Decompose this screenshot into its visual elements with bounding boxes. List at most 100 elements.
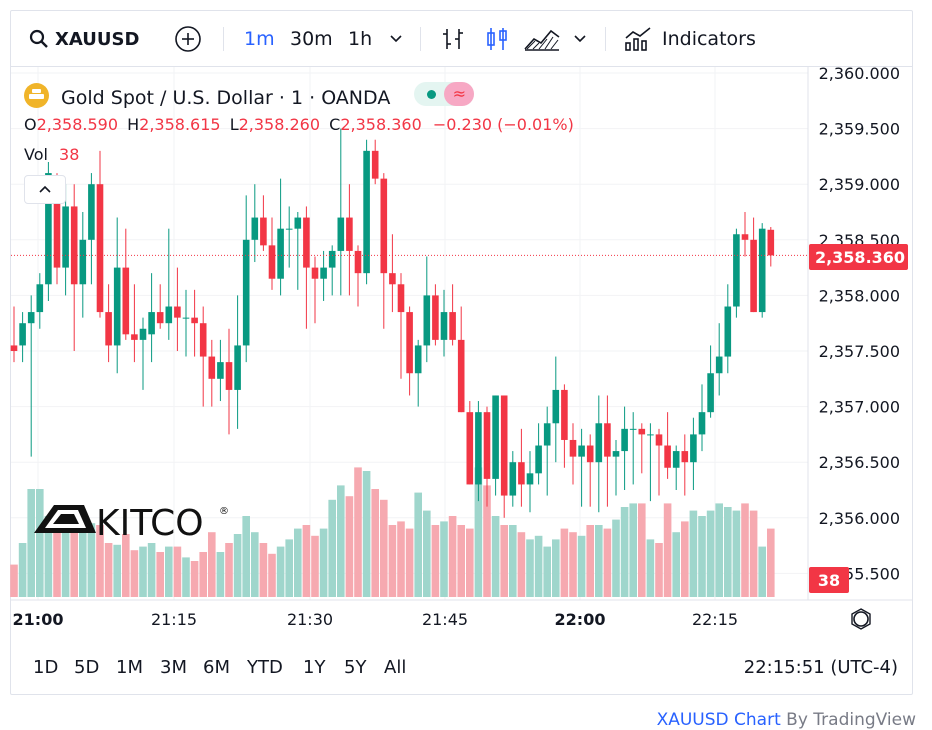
candle-body	[174, 306, 181, 318]
volume-bar	[380, 499, 388, 597]
candle	[10, 306, 18, 363]
style-dropdown-button[interactable]	[573, 11, 587, 67]
volume-bar	[139, 546, 147, 597]
volume-bar	[689, 510, 698, 597]
clock-timezone[interactable]: 22:15:51 (UTC-4)	[743, 657, 898, 678]
plus-circle-icon	[175, 26, 201, 52]
candle	[414, 339, 422, 407]
bar-style-button[interactable]	[439, 11, 467, 67]
candle-body	[466, 412, 474, 485]
range-all[interactable]: All	[384, 657, 407, 678]
candle-body	[733, 234, 740, 307]
candle-body	[750, 239, 757, 313]
candle-body	[500, 395, 508, 496]
chevron-up-icon	[39, 185, 51, 193]
candle	[535, 423, 542, 485]
candle	[526, 451, 534, 513]
volume-bar	[27, 489, 35, 597]
candle	[139, 317, 147, 390]
candle-body	[225, 362, 233, 390]
volume-bar	[466, 528, 474, 597]
candle	[303, 206, 310, 329]
volume-row: Vol 38	[24, 145, 80, 164]
symbol-chart-link[interactable]: XAUUSD Chart	[656, 710, 781, 730]
area-style-button[interactable]	[523, 11, 561, 67]
volume-bar	[517, 532, 526, 597]
volume-bar	[397, 521, 405, 597]
candle-body	[440, 312, 448, 340]
candle	[552, 356, 560, 463]
range-5d[interactable]: 5D	[74, 657, 100, 678]
range-1m[interactable]: 1M	[116, 657, 143, 678]
settings-icon[interactable]	[851, 608, 871, 630]
volume-bar	[147, 543, 156, 597]
volume-bar	[526, 539, 534, 597]
indicators-button[interactable]: Indicators	[623, 11, 756, 67]
interval-1m[interactable]: 1m	[244, 28, 275, 50]
candle-body	[88, 184, 95, 240]
interval-30m[interactable]: 30m	[290, 28, 333, 50]
range-3m[interactable]: 3M	[160, 657, 187, 678]
volume-bar	[741, 503, 749, 597]
interval-dropdown-button[interactable]	[389, 11, 403, 67]
volume-bar	[96, 525, 104, 597]
time-tick-label: 21:15	[151, 610, 197, 629]
candle	[328, 245, 336, 296]
candle-body	[698, 412, 706, 435]
interval-1h[interactable]: 1h	[348, 28, 373, 50]
range-ytd[interactable]: YTD	[247, 657, 283, 678]
range-5y[interactable]: 5Y	[344, 657, 367, 678]
volume-bar	[268, 553, 276, 597]
price-tick-label: 2,360.000	[819, 64, 900, 83]
candle-body	[79, 239, 87, 285]
last-price-tag	[809, 244, 908, 270]
candle-body	[311, 267, 319, 279]
range-bar: 1D 5D 1M 3M 6M YTD 1Y 5Y All 22:15:51 (U…	[11, 645, 912, 689]
candle	[371, 139, 379, 185]
volume-bar	[706, 510, 715, 597]
range-1d[interactable]: 1D	[33, 657, 59, 678]
candle	[294, 212, 302, 290]
candle	[432, 284, 439, 346]
candle	[96, 150, 104, 318]
price-tick-label: 2,357.500	[819, 342, 900, 361]
tradingview-link[interactable]: By TradingView	[786, 710, 916, 730]
volume-bar	[18, 543, 27, 597]
volume-bar	[294, 528, 302, 597]
candle-body	[337, 217, 345, 251]
gold-icon	[24, 83, 49, 108]
symbol-label: XAUUSD	[55, 28, 140, 50]
volume-bar	[328, 499, 336, 597]
last-volume-tag	[809, 567, 849, 593]
candle	[36, 273, 44, 329]
volume-bar	[560, 528, 569, 597]
volume-bar	[130, 550, 139, 597]
volume-bar	[225, 543, 233, 597]
volume-bar	[423, 510, 431, 597]
candle-body	[397, 284, 405, 313]
volume-bar	[448, 516, 457, 597]
volume-bar	[491, 516, 500, 597]
symbol-search[interactable]: XAUUSD	[29, 11, 139, 67]
volume-bar	[10, 564, 18, 597]
volume-bar	[672, 532, 680, 597]
range-1y[interactable]: 1Y	[303, 657, 326, 678]
range-6m[interactable]: 6M	[203, 657, 230, 678]
open-value: 2,358.590	[36, 115, 119, 134]
volume-bar	[483, 485, 491, 597]
candle-body	[758, 228, 766, 313]
candle	[423, 256, 431, 363]
volume-bar	[276, 546, 285, 597]
volume-bar	[749, 510, 758, 597]
candle-style-button[interactable]	[483, 11, 511, 67]
candle-body	[561, 389, 568, 440]
candle-body	[457, 339, 465, 413]
volume-bar	[655, 543, 663, 597]
collapse-legend-button[interactable]	[24, 175, 66, 204]
candle-body	[509, 462, 517, 496]
volume-bar	[595, 525, 603, 597]
svg-text:®: ®	[219, 506, 229, 517]
volume-bar	[70, 521, 78, 597]
compare-button[interactable]	[174, 11, 202, 67]
